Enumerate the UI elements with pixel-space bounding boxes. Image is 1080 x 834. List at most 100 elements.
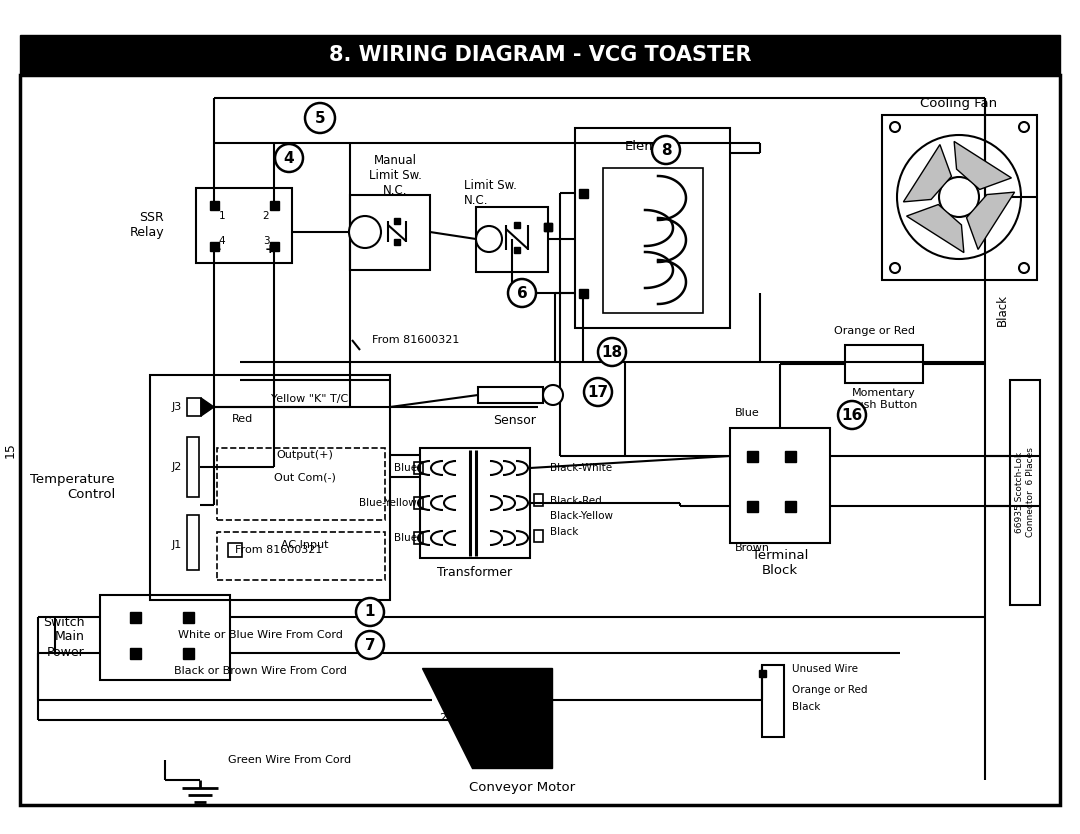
Bar: [100, 595, 230, 680]
Text: Out Com(-): Out Com(-): [274, 472, 336, 482]
Text: 18: 18: [602, 344, 622, 359]
Text: 66935 Scotch-Lok
Connector  6 Places: 66935 Scotch-Lok Connector 6 Places: [1015, 447, 1035, 537]
Bar: [130, 647, 140, 659]
Bar: [746, 450, 757, 461]
Bar: [414, 462, 423, 474]
Text: 2: 2: [262, 211, 269, 221]
Bar: [579, 289, 588, 298]
Circle shape: [652, 136, 680, 164]
Text: 7: 7: [365, 637, 376, 652]
Text: Output(+): Output(+): [276, 450, 334, 460]
Circle shape: [356, 598, 384, 626]
Bar: [270, 200, 279, 209]
Text: -: -: [215, 243, 220, 255]
Bar: [603, 168, 703, 313]
Text: 15: 15: [3, 442, 16, 458]
Bar: [217, 532, 384, 580]
Polygon shape: [422, 668, 552, 768]
Circle shape: [349, 216, 381, 248]
Text: Limit Sw.
N.C.: Limit Sw. N.C.: [464, 179, 517, 207]
Text: Blue: Blue: [394, 533, 417, 543]
Text: From 81600321: From 81600321: [235, 545, 322, 555]
Bar: [187, 515, 199, 570]
Text: Conveyor Motor: Conveyor Motor: [469, 781, 575, 795]
Bar: [414, 532, 423, 544]
Text: Cooling Fan: Cooling Fan: [920, 97, 998, 109]
Bar: [534, 494, 543, 506]
Circle shape: [1020, 263, 1029, 273]
Circle shape: [508, 279, 536, 307]
Bar: [150, 375, 390, 600]
Bar: [187, 437, 199, 497]
Text: Brown: Brown: [735, 543, 770, 553]
Text: 4: 4: [218, 236, 226, 246]
Bar: [476, 207, 548, 272]
Text: 4: 4: [284, 150, 295, 165]
Bar: [534, 530, 543, 542]
Text: Black-Red: Black-Red: [550, 496, 602, 506]
Text: 240V 60Hz  Orange: 240V 60Hz Orange: [440, 695, 549, 705]
Text: 208V 60Hz  Red: 208V 60Hz Red: [440, 713, 529, 723]
Bar: [544, 223, 552, 231]
Text: Blue: Blue: [394, 463, 417, 473]
Text: Terminal
Block: Terminal Block: [752, 549, 808, 577]
Bar: [1010, 380, 1040, 605]
Circle shape: [356, 631, 384, 659]
Text: 8. WIRING DIAGRAM - VCG TOASTER: 8. WIRING DIAGRAM - VCG TOASTER: [328, 45, 752, 65]
Bar: [514, 247, 519, 253]
Text: 16: 16: [841, 408, 863, 423]
Text: Yellow "K" T/C: Yellow "K" T/C: [271, 394, 349, 404]
Text: From 81600321: From 81600321: [372, 335, 459, 345]
Text: +: +: [265, 243, 275, 255]
Text: 8: 8: [661, 143, 672, 158]
Bar: [217, 448, 384, 520]
Text: Temperature
Control: Temperature Control: [30, 473, 114, 501]
Circle shape: [598, 338, 626, 366]
Bar: [784, 450, 796, 461]
Bar: [746, 500, 757, 511]
Text: Black-Yellow: Black-Yellow: [550, 511, 613, 521]
Text: Black or Brown Wire From Cord: Black or Brown Wire From Cord: [174, 666, 347, 676]
Text: Green Wire From Cord: Green Wire From Cord: [229, 755, 352, 765]
Bar: [210, 242, 218, 250]
Bar: [21, 35, 1059, 75]
Text: Blue: Blue: [735, 408, 759, 418]
Text: AC Input: AC Input: [281, 540, 328, 550]
Bar: [195, 188, 292, 263]
Text: Orange or Red: Orange or Red: [792, 685, 867, 695]
Bar: [210, 200, 218, 209]
Bar: [228, 543, 242, 557]
Text: J3: J3: [172, 402, 183, 412]
Circle shape: [275, 144, 303, 172]
Polygon shape: [967, 192, 1014, 249]
Polygon shape: [903, 144, 951, 202]
Bar: [420, 448, 530, 558]
Text: 6: 6: [516, 285, 527, 300]
Bar: [270, 242, 279, 250]
Bar: [130, 611, 140, 622]
Text: Sensor: Sensor: [494, 414, 537, 426]
Polygon shape: [201, 398, 214, 416]
Text: Orange or Red: Orange or Red: [834, 326, 915, 336]
Circle shape: [476, 226, 502, 252]
Bar: [394, 218, 400, 224]
Circle shape: [584, 378, 612, 406]
Text: Blue-Yellow: Blue-Yellow: [360, 498, 417, 508]
Circle shape: [1020, 122, 1029, 132]
Circle shape: [305, 103, 335, 133]
Text: 5: 5: [314, 110, 325, 125]
Bar: [394, 239, 400, 245]
Text: J1: J1: [172, 540, 183, 550]
Polygon shape: [954, 142, 1012, 189]
Bar: [414, 497, 423, 509]
Bar: [478, 387, 543, 403]
Text: Black: Black: [550, 527, 579, 537]
Bar: [762, 665, 784, 737]
Bar: [544, 223, 552, 231]
Bar: [579, 188, 588, 198]
Bar: [784, 500, 796, 511]
Bar: [350, 195, 430, 270]
Bar: [21, 75, 1059, 805]
Text: Manual
Limit Sw.
N.C.: Manual Limit Sw. N.C.: [368, 153, 421, 197]
Text: 1: 1: [218, 211, 226, 221]
